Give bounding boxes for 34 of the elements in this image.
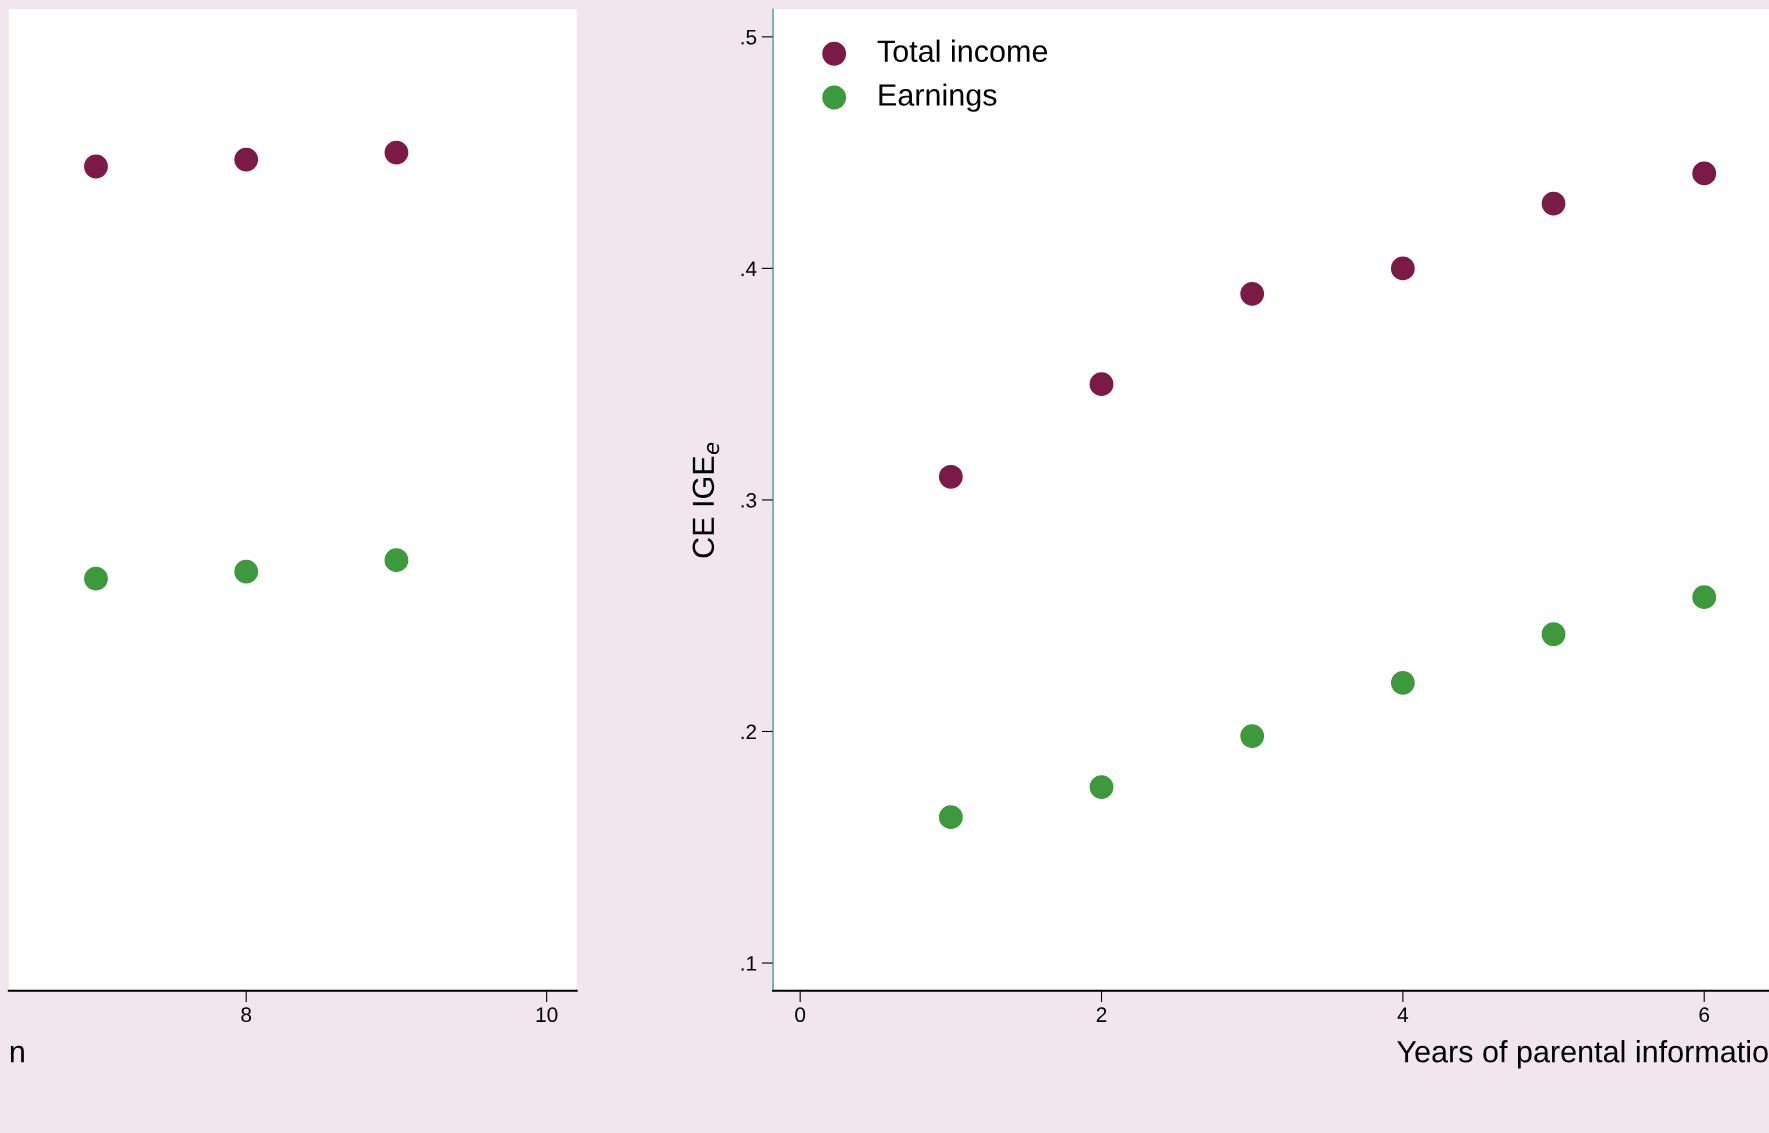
- y-tick-label: .2: [741, 724, 757, 740]
- point: [1541, 191, 1566, 216]
- point: [1089, 372, 1114, 397]
- legend-label: Total income: [877, 39, 1048, 63]
- x-axis-title: Years of parental informatio: [1397, 1040, 1768, 1069]
- point: [234, 559, 259, 584]
- x-tick-label: 6: [1699, 1007, 1710, 1023]
- point: [1541, 622, 1566, 647]
- point: [1390, 670, 1415, 695]
- x-axis-title: n: [10, 1045, 24, 1063]
- point: [234, 147, 259, 172]
- point: [938, 805, 963, 830]
- y-axis-title: CE IGE$_{e}$: [692, 442, 720, 558]
- point: [1692, 161, 1717, 186]
- x-tick-label: 4: [1397, 1007, 1409, 1022]
- point: [1390, 256, 1415, 281]
- x-tick-label: 2: [1096, 1007, 1107, 1022]
- y-tick-label: .3: [741, 492, 757, 508]
- y-tick-label: .4: [741, 261, 757, 276]
- point: [1089, 775, 1114, 799]
- point: [1240, 281, 1265, 306]
- point: [384, 140, 409, 165]
- point: [938, 464, 963, 489]
- x-tick-label: 8: [241, 1007, 252, 1023]
- y-tick-label: .5: [741, 30, 757, 45]
- x-tick-label: 10: [536, 1007, 558, 1023]
- point: [84, 154, 108, 179]
- legend-label: Earnings: [879, 83, 997, 112]
- x-tick-label: 0: [795, 1007, 806, 1023]
- point: [1240, 724, 1265, 749]
- point: [1692, 585, 1717, 610]
- point: [84, 566, 108, 591]
- point: [384, 548, 409, 573]
- y-tick-label: .1: [741, 956, 757, 971]
